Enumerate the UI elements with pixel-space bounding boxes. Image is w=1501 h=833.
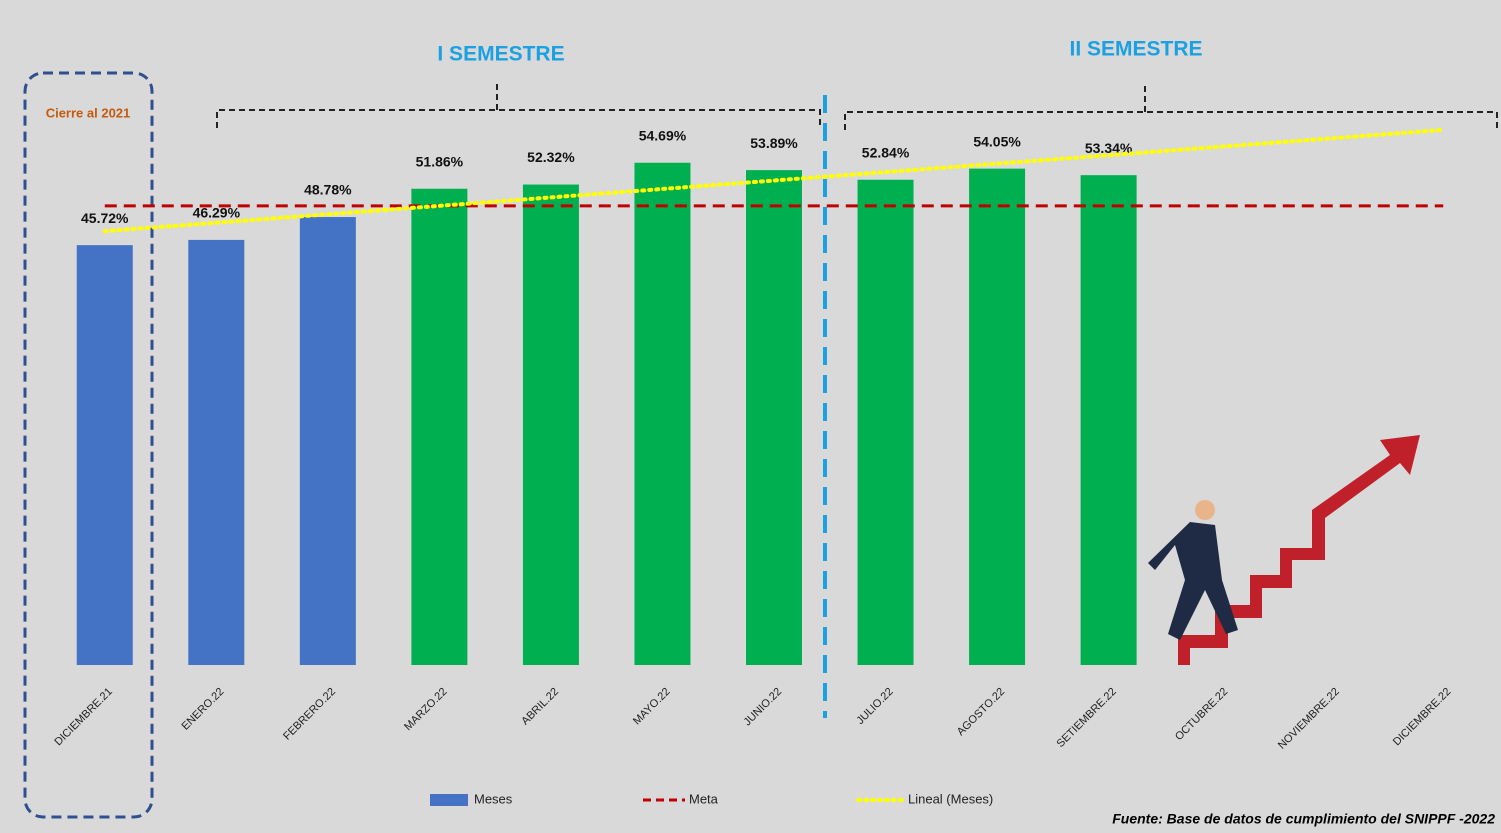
- bar: [411, 189, 467, 665]
- value-label: 54.05%: [973, 133, 1021, 149]
- bar: [300, 217, 356, 665]
- chart: Cierre al 2021 I SEMESTRE II SEMESTRE Fu…: [0, 0, 1501, 833]
- semester-title: I SEMESTRE: [437, 43, 564, 66]
- page: Cierre al 2021 I SEMESTRE II SEMESTRE Fu…: [0, 0, 1501, 833]
- legend-label: Lineal (Meses): [908, 791, 993, 806]
- bar: [969, 169, 1025, 665]
- value-label: 52.32%: [527, 149, 575, 165]
- legend-swatch: [430, 794, 468, 806]
- value-label: 45.72%: [81, 210, 129, 226]
- value-label: 48.78%: [304, 182, 352, 198]
- bar: [77, 245, 133, 665]
- value-label: 53.89%: [750, 135, 798, 151]
- bar: [634, 163, 690, 665]
- legend-label: Meta: [689, 791, 719, 806]
- semester-title: II SEMESTRE: [1069, 38, 1202, 61]
- value-label: 52.84%: [862, 144, 910, 160]
- bar: [523, 185, 579, 665]
- source-note: Fuente: Base de datos de cumplimiento de…: [1112, 811, 1495, 827]
- bar: [188, 240, 244, 665]
- legend-label: Meses: [474, 791, 513, 806]
- bar: [858, 180, 914, 665]
- closing-label: Cierre al 2021: [46, 105, 131, 120]
- value-label: 54.69%: [639, 127, 687, 143]
- bar: [1081, 175, 1137, 665]
- value-label: 51.86%: [416, 153, 464, 169]
- bar: [746, 170, 802, 665]
